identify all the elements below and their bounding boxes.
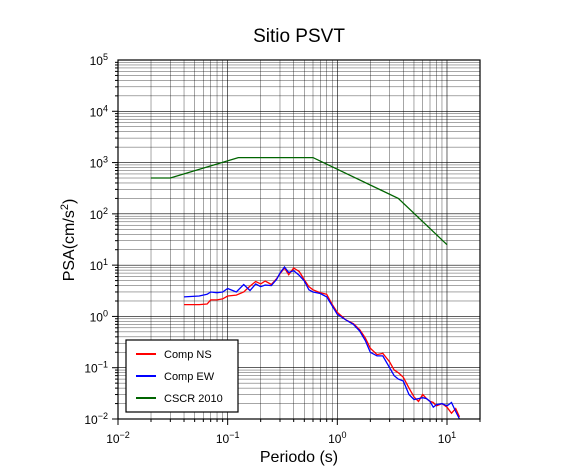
legend: Comp NS Comp EW CSCR 2010	[125, 339, 239, 413]
grid	[117, 60, 481, 420]
y-tick-label: 101	[90, 257, 108, 273]
y-axis-label: PSA(cm/s2)	[59, 199, 78, 282]
x-tick-label: 100	[328, 430, 346, 446]
chart-title: Sitio PSVT	[253, 26, 345, 47]
y-tick-label: 10−2	[84, 411, 108, 427]
y-tick-label: 105	[90, 52, 108, 68]
x-tick-label: 10−1	[216, 430, 240, 446]
legend-label: Comp EW	[164, 371, 215, 383]
x-axis-label: Periodo (s)	[260, 449, 338, 466]
series-line-1	[184, 266, 461, 418]
y-tick-label: 104	[90, 103, 108, 119]
series-line-2	[183, 265, 461, 419]
legend-label: Comp NS	[164, 349, 212, 361]
y-tick-label: 103	[90, 155, 108, 171]
series-lines	[151, 156, 461, 419]
x-tick-label: 10−2	[106, 430, 130, 446]
plot-frame	[117, 59, 481, 420]
y-tick-label: 10−1	[84, 360, 108, 376]
x-tick-label: 101	[438, 430, 456, 446]
y-tick-label: 102	[90, 206, 108, 222]
series-line-3	[151, 156, 448, 246]
y-tick-label: 100	[90, 308, 108, 324]
legend-label: CSCR 2010	[164, 393, 223, 405]
